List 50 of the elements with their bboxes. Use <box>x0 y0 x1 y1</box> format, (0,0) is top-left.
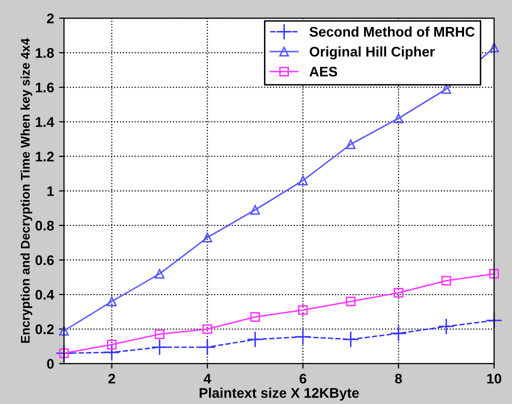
y-tick-label: 2 <box>47 14 54 24</box>
y-tick-label: 1 <box>47 186 54 196</box>
point <box>106 340 117 350</box>
legend-label: AES <box>309 66 338 77</box>
y-tick-label: 1.8 <box>36 48 54 58</box>
legend-label: Original Hill Cipher <box>310 46 435 60</box>
point <box>199 338 216 356</box>
point <box>59 348 69 358</box>
point <box>59 326 69 336</box>
point <box>441 84 452 94</box>
y-tick-label: 0.6 <box>36 255 54 266</box>
x-tick-label: 4 <box>204 374 212 384</box>
y-axis-title: Encryption and Decryption Time When key size 4x4 <box>20 38 32 343</box>
x-axis-title: Plaintext size X 12KByte <box>200 388 359 401</box>
y-tick-label: 0.2 <box>36 324 54 334</box>
point <box>390 325 407 342</box>
y-tick-label: 1.2 <box>36 152 54 162</box>
point <box>489 42 499 52</box>
x-tick-label: 10 <box>487 374 502 384</box>
point <box>151 338 168 356</box>
point <box>103 344 120 361</box>
point <box>486 312 502 329</box>
y-tick-label: 0.4 <box>36 290 54 300</box>
point <box>489 268 499 279</box>
point <box>394 288 404 298</box>
point <box>394 113 404 124</box>
y-tick-label: 0.8 <box>36 220 54 231</box>
point <box>202 324 212 334</box>
point <box>202 232 212 242</box>
point <box>294 328 312 346</box>
legend-label: Second Method of MRHC <box>310 26 475 37</box>
x-tick-label: 2 <box>108 374 116 384</box>
y-tick-label: 0 <box>47 358 54 369</box>
point <box>298 305 308 315</box>
point <box>246 331 264 348</box>
point <box>298 176 308 186</box>
x-tick-label: 8 <box>395 374 402 384</box>
point <box>441 276 452 286</box>
point <box>106 296 117 306</box>
point <box>154 268 164 279</box>
y-tick-label: 1.6 <box>36 82 54 92</box>
point <box>250 205 260 215</box>
point <box>346 139 356 150</box>
x-tick-label: 6 <box>300 374 306 384</box>
point <box>346 296 356 306</box>
y-tick-label: 1.4 <box>36 117 54 127</box>
point <box>250 312 260 322</box>
point <box>342 331 360 348</box>
point <box>438 318 455 335</box>
point <box>154 329 164 340</box>
